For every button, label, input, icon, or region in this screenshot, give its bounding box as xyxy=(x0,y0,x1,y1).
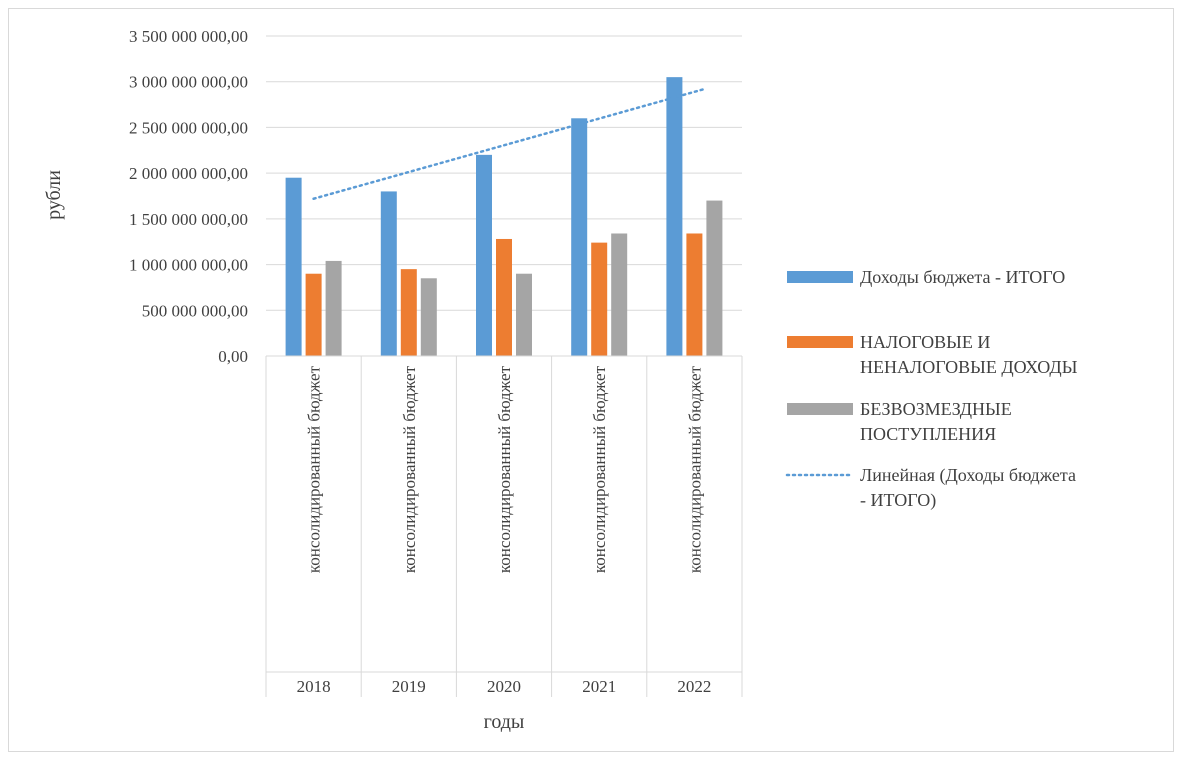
x-axis: консолидированный бюджет 2018 консолидиров… xyxy=(265,355,743,697)
y-tick-label: 3 500 000 000,00 xyxy=(129,27,248,46)
y-tick-label: 500 000 000,00 xyxy=(142,301,248,320)
bar xyxy=(305,273,322,356)
legend-label: Линейная (Доходы бюджета xyxy=(860,465,1076,486)
legend-label: НЕНАЛОГОВЫЕ ДОХОДЫ xyxy=(860,357,1078,377)
bar xyxy=(420,278,437,356)
bar xyxy=(706,200,723,356)
chart-frame xyxy=(8,8,1174,752)
bar xyxy=(591,242,608,356)
bar xyxy=(611,233,628,356)
bar xyxy=(325,260,342,356)
x-subcategory-label: консолидированный бюджет xyxy=(400,365,419,573)
y-tick-label: 2 000 000 000,00 xyxy=(129,164,248,183)
bar xyxy=(666,77,683,357)
legend-label: - ИТОГО) xyxy=(860,490,936,511)
legend-label: БЕЗВОЗМЕЗДНЫЕ xyxy=(860,399,1012,419)
y-tick-label: 2 500 000 000,00 xyxy=(129,118,248,137)
x-category-label: 2021 xyxy=(582,677,616,696)
legend-swatch xyxy=(787,403,853,415)
trendline-line xyxy=(312,87,706,200)
x-subcategory-label: консолидированный бюджет xyxy=(590,365,609,573)
y-axis-title: рубли xyxy=(43,170,65,220)
bar xyxy=(496,238,512,356)
x-category-label: 2022 xyxy=(677,677,711,696)
y-tick-label: 1 000 000 000,00 xyxy=(129,256,248,275)
legend-label: Доходы бюджета - ИТОГО xyxy=(860,267,1065,287)
legend-swatch xyxy=(787,336,853,348)
y-tick-label: 3 000 000 000,00 xyxy=(129,73,248,92)
bars xyxy=(285,77,723,357)
x-axis-title: годы xyxy=(484,711,525,733)
legend: Доходы бюджета - ИТОГО НАЛОГОВЫЕ И НЕНАЛОГ… xyxy=(785,267,1078,511)
legend-label: НАЛОГОВЫЕ И xyxy=(860,332,990,352)
y-tick-label: 1 500 000 000,00 xyxy=(129,210,248,229)
bar xyxy=(380,191,397,356)
trendline xyxy=(312,87,706,200)
x-subcategory-label: консолидированный бюджет xyxy=(305,365,324,573)
legend-swatch xyxy=(787,271,853,283)
bar xyxy=(400,269,417,356)
x-category-label: 2020 xyxy=(487,677,521,696)
bar xyxy=(285,177,302,356)
bar xyxy=(516,273,532,356)
x-subcategory-label: консолидированный бюджет xyxy=(685,365,704,573)
x-category-label: 2019 xyxy=(392,677,426,696)
bar xyxy=(686,233,703,356)
bar xyxy=(571,118,588,357)
legend-label: ПОСТУПЛЕНИЯ xyxy=(860,424,996,444)
bar xyxy=(476,154,492,356)
y-tick-label: 0,00 xyxy=(218,347,248,366)
y-tick-labels: 0,00 500 000 000,00 1 000 000 000,00 1 500 … xyxy=(129,27,248,366)
x-subcategory-label: консолидированный бюджет xyxy=(495,365,514,573)
x-category-label: 2018 xyxy=(297,677,331,696)
